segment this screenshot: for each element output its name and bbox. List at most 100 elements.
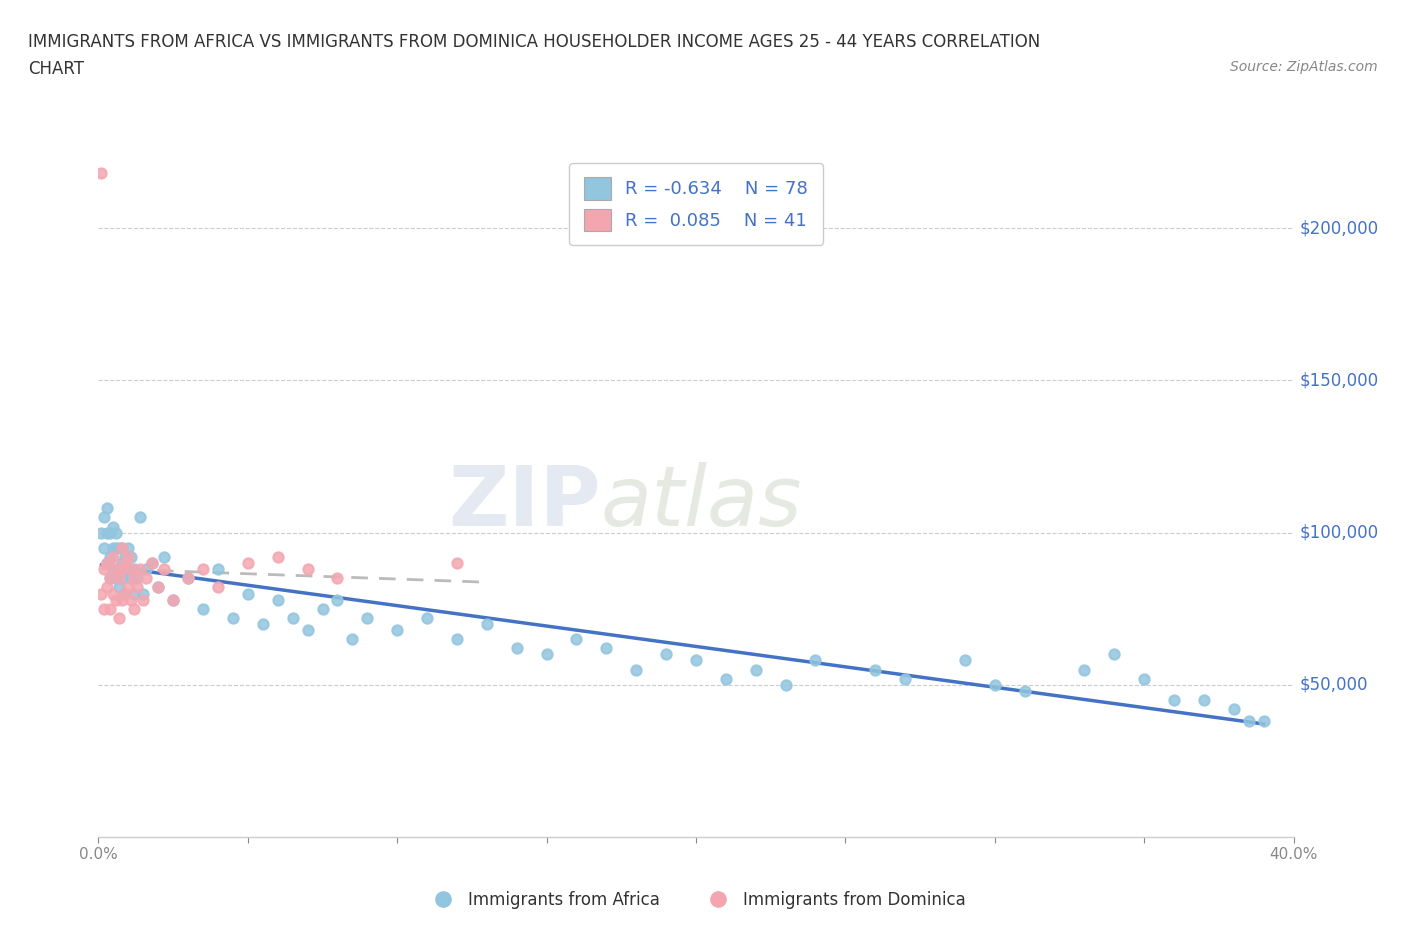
Point (222, 610, 245, 625)
Point (105, 540, 128, 555)
Point (191, 602, 214, 617)
Point (108, 562, 131, 577)
Point (207, 562, 229, 577)
Point (141, 555, 163, 570)
Point (105, 592, 128, 607)
Point (153, 562, 176, 577)
Point (120, 592, 142, 607)
Point (111, 592, 134, 607)
Point (446, 631, 468, 646)
Text: $150,000: $150,000 (1299, 371, 1379, 390)
Point (114, 555, 136, 570)
Point (98, 602, 122, 617)
Point (446, 555, 468, 570)
Point (1014, 684, 1036, 698)
Text: $200,000: $200,000 (1299, 219, 1379, 237)
Point (177, 571, 200, 586)
Point (1237, 714, 1260, 729)
Point (124, 571, 146, 586)
Point (894, 671, 917, 686)
Legend: Immigrants from Africa, Immigrants from Dominica: Immigrants from Africa, Immigrants from … (419, 884, 973, 916)
Point (267, 592, 290, 607)
Point (93, 540, 115, 555)
Point (117, 550, 139, 565)
Point (1104, 647, 1126, 662)
Point (111, 571, 134, 586)
Point (105, 525, 128, 540)
Point (135, 571, 157, 586)
Point (506, 641, 529, 656)
Point (685, 653, 707, 668)
Point (148, 580, 170, 595)
Point (103, 550, 125, 565)
Point (162, 592, 184, 607)
Point (129, 562, 152, 577)
Point (356, 610, 378, 625)
Text: $50,000: $50,000 (1299, 676, 1368, 694)
Point (297, 562, 319, 577)
Point (124, 602, 146, 617)
Point (103, 586, 125, 601)
Point (117, 562, 139, 577)
Point (252, 617, 274, 631)
Point (114, 586, 136, 601)
Text: ZIP: ZIP (449, 461, 600, 543)
Point (655, 647, 678, 662)
Point (124, 562, 146, 577)
Point (124, 586, 146, 601)
Point (111, 562, 134, 577)
Point (1253, 714, 1275, 729)
Point (120, 550, 142, 565)
Point (120, 562, 142, 577)
Point (297, 622, 319, 637)
Point (326, 592, 349, 607)
Point (148, 580, 170, 595)
Point (267, 550, 290, 565)
Point (108, 610, 131, 625)
Point (236, 555, 259, 570)
Point (108, 580, 131, 595)
Point (103, 519, 125, 534)
Point (1073, 662, 1095, 677)
Point (96, 555, 118, 570)
Point (96, 525, 118, 540)
Point (1133, 671, 1156, 686)
Point (98, 525, 122, 540)
Point (93, 562, 115, 577)
Point (108, 540, 131, 555)
Point (1223, 702, 1246, 717)
Point (90, 166, 112, 181)
Point (385, 622, 409, 637)
Point (624, 662, 647, 677)
Point (236, 586, 259, 601)
Point (117, 540, 139, 555)
Point (162, 592, 184, 607)
Text: Source: ZipAtlas.com: Source: ZipAtlas.com (1230, 60, 1378, 74)
Text: CHART: CHART (28, 60, 84, 78)
Point (775, 677, 797, 692)
Point (595, 641, 617, 656)
Point (120, 571, 142, 586)
Point (105, 571, 128, 586)
Point (117, 580, 139, 595)
Point (135, 562, 157, 577)
Point (191, 562, 214, 577)
Point (90, 525, 112, 540)
Point (132, 592, 155, 607)
Point (111, 555, 134, 570)
Point (745, 662, 768, 677)
Point (132, 586, 155, 601)
Point (804, 653, 827, 668)
Point (105, 562, 128, 577)
Point (342, 631, 364, 646)
Point (326, 571, 349, 586)
Text: IMMIGRANTS FROM AFRICA VS IMMIGRANTS FROM DOMINICA HOUSEHOLDER INCOME AGES 25 - : IMMIGRANTS FROM AFRICA VS IMMIGRANTS FRO… (28, 33, 1040, 50)
Point (127, 571, 149, 586)
Point (96, 501, 118, 516)
Point (96, 555, 118, 570)
Point (953, 653, 976, 668)
Point (565, 631, 588, 646)
Point (416, 610, 439, 625)
Point (281, 610, 304, 625)
Point (127, 580, 149, 595)
